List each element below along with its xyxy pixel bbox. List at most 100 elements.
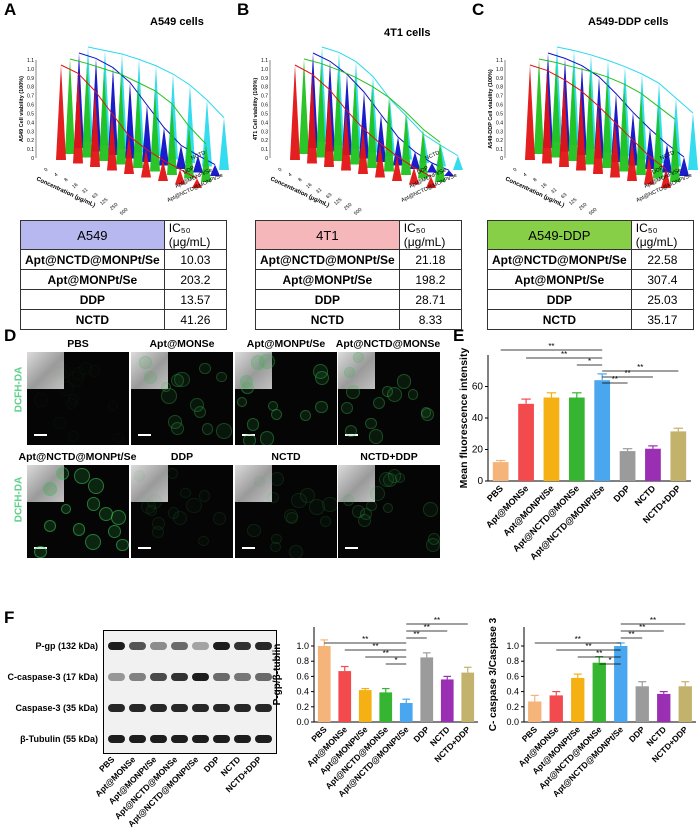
group-label: NCTD [659,150,675,162]
viability-cone [133,82,143,168]
y-tick-label: 0.0 [506,717,519,727]
viability-curve [529,64,667,170]
micro-label: Apt@NCTD@MONSe [335,338,441,350]
conc-tick-label: 16 [540,182,548,190]
fluorescent-cell [291,492,307,509]
conc-tick-label: 8 [63,177,69,184]
bar [670,431,687,481]
viability-cone [627,139,637,181]
ic50-row-value: 10.03 [163,249,228,270]
fluorescent-cell [366,500,377,512]
bar [399,703,413,722]
ic50-cellline-a549-ddp: A549-DDP [487,220,632,250]
z-tick-label: 0.8 [261,85,268,91]
bar [657,693,671,722]
plot-a549: 0 0.1 0.2 0.3 0.4 0.5 0.6 0.7 0.8 0.9 1.0 1.1 A549 C… [14,10,236,217]
blot-band [129,642,146,650]
conc-tick-label: 125 [99,197,109,207]
fluorescent-cell [43,519,57,532]
y-tick-label: 0.4 [506,687,519,697]
z-tick-label: 0 [500,156,503,162]
fluorescent-cell [283,508,298,524]
viability-cone [568,66,578,161]
z-tick-label: 1.0 [496,67,503,73]
fluorescent-cell [143,370,158,385]
y-tick-label: 0.4 [296,687,309,697]
blot-band [171,673,188,681]
viability-cone [192,178,202,188]
fluorescent-cell [42,481,57,496]
dcfh-label-row1: DCFH-DA [13,366,25,413]
panel-letter-f: F [4,608,15,627]
blot-band [108,642,125,650]
fluorescent-cell [289,545,304,558]
ic50-table-a549: A549 IC₅₀ (μg/mL) Apt@NCTD@MONPt/Se 10.03… [20,220,228,330]
fluorescent-cell [115,538,129,552]
viability-cone [56,65,66,160]
z-tick-label: 0.1 [261,147,268,153]
micrograph [131,465,233,558]
blot-band [234,642,251,650]
significance-mark: ** [575,635,581,644]
panel-letter-a: A [4,0,17,19]
blot-band [129,673,146,681]
fluorescent-cell [308,499,325,515]
viability-cone [176,145,186,169]
ic50-row-name: Apt@NCTD@MONPt/Se [20,249,165,270]
fluorescent-cell [407,389,418,400]
z-axis-label: 4T1 Cell viability (100%) [253,78,259,141]
blot-lane-labels: PBSApt@MONSeApt@MONPt/SeApt@NCTD@MONSeAp… [95,754,264,829]
conc-tick-label: 4 [53,172,59,179]
viability-cone [679,157,689,176]
ic50-row-value: 25.03 [630,289,695,310]
viability-cone [333,69,343,161]
viability-cone [141,149,151,178]
ic50-row-value: 41.26 [163,309,228,330]
y-axis-label: C- caspase 3/Caspase 3 [488,617,499,731]
z-tick-label: 0.1 [496,147,503,153]
bar [492,462,509,481]
fluorescent-cell [33,545,47,558]
ic50-row-value: 21.18 [398,249,463,270]
fluorescent-cell [345,425,358,438]
fluorescent-cell [372,396,386,410]
bar [592,662,606,722]
bar [528,701,542,722]
significance-mark: * [394,656,397,665]
viability-cone [401,112,411,175]
z-tick-label: 0.7 [261,94,268,100]
viability-cone [644,156,654,185]
z-tick-label: 0.2 [261,138,268,144]
group-label: DDP [182,165,195,175]
bar [379,692,393,722]
micrograph [235,465,337,558]
viability-cone [65,59,75,154]
conc-tick-label: 4 [522,172,528,179]
fluorescent-cell [139,355,152,369]
conc-tick-label: 31 [81,187,89,195]
bar [594,380,611,481]
viability-cone [150,90,160,172]
ic50-unit: IC₅₀ (μg/mL) [163,220,228,250]
z-tick-label: 0.3 [496,129,503,135]
significance-mark: ** [624,369,630,378]
z-tick-label: 0 [265,156,268,162]
plot-a549-ddp: 0 0.1 0.2 0.3 0.4 0.5 0.6 0.7 0.8 0.9 1.0 1.1 A549-D… [483,10,700,217]
significance-mark: ** [424,623,430,632]
bar [635,686,649,722]
fluorescent-cell [74,467,91,484]
ic50-row-name: Apt@NCTD@MONPt/Se [487,249,632,270]
conc-tick-label: 250 [578,202,588,212]
blot-band [255,642,272,650]
fluorescent-cell [65,397,77,409]
panel-letter-c: C [472,0,485,19]
bar [338,671,352,722]
blot-label: β-Tubulin (55 kDa) [20,734,98,744]
blot-label: Caspase-3 (35 kDa) [15,703,98,713]
viability-cone [384,97,394,172]
y-tick-label: 0.8 [506,656,519,666]
ic50-row-name: DDP [255,289,400,310]
viability-cone [350,77,360,165]
fluorescent-cell [340,401,353,414]
conc-tick-label: 63 [325,192,333,200]
